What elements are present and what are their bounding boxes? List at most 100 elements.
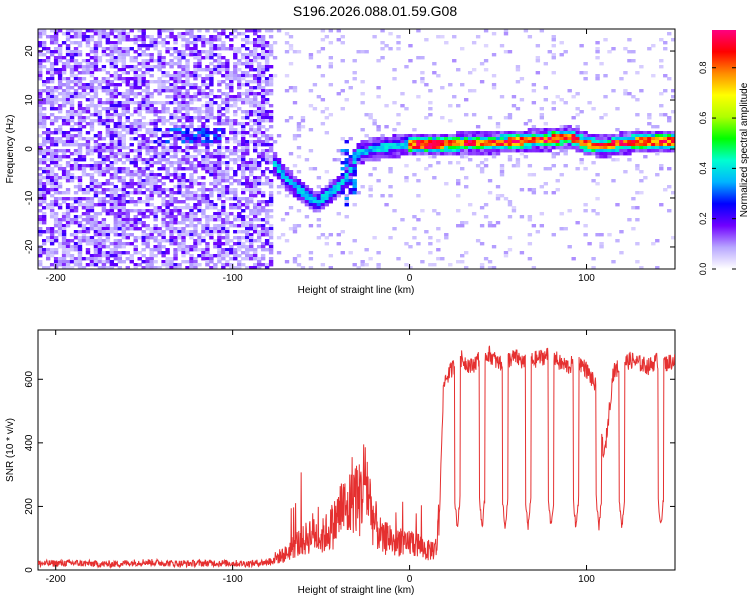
spectrogram-cell [161, 197, 166, 201]
spectrogram-cell [189, 41, 194, 45]
spectrogram-cell [611, 152, 616, 156]
spectrogram-cell [49, 254, 55, 258]
spectrogram-cell [296, 155, 302, 159]
spectrogram-cell [105, 101, 111, 105]
spectrogram-cell [619, 152, 624, 156]
spectrogram-cell [113, 140, 119, 144]
spectrogram-cell [396, 113, 401, 117]
spectrogram-cell [89, 200, 95, 204]
spectrogram-cell [181, 167, 186, 171]
spectrogram-cell [49, 95, 55, 99]
spectrogram-cell [404, 137, 409, 141]
spectrogram-cell [276, 185, 282, 189]
spectrogram-cell [113, 215, 119, 219]
spectrogram-cell [272, 152, 278, 156]
spectrogram-cell [153, 41, 158, 45]
spectrogram-cell [161, 221, 166, 225]
spectrogram-cell [233, 194, 238, 198]
spectrogram-cell [567, 140, 572, 144]
spectrogram-cell [428, 89, 433, 93]
spectrogram-cell [129, 197, 134, 201]
spectrogram-cell [623, 143, 628, 147]
spectrogram-cell [149, 110, 154, 114]
spectrogram-cell [245, 200, 250, 204]
spectrogram-cell [205, 110, 210, 114]
spectrogram-cell [416, 137, 421, 141]
spectrogram-cell [233, 188, 238, 192]
spectrogram-cell [527, 173, 533, 177]
spectrogram-cell [209, 164, 214, 168]
spectrogram-cell [229, 95, 234, 99]
spectrogram-cell [145, 44, 150, 48]
spectrogram-cell [197, 98, 202, 102]
spectrogram-cell [38, 254, 43, 258]
spectrogram-cell [412, 227, 417, 231]
spectrogram-cell [491, 137, 497, 141]
spectrogram-cell [53, 41, 59, 45]
spectrogram-cell [380, 47, 385, 51]
spectrogram-cell [161, 29, 166, 33]
spectrogram-cell [376, 251, 381, 255]
spectrogram-cell [165, 224, 170, 228]
spectrogram-cell [173, 71, 178, 75]
spectrogram-cell [69, 233, 75, 237]
spectrogram-cell [185, 212, 190, 216]
spectrogram-cell [221, 161, 226, 165]
spectrogram-cell [292, 134, 298, 138]
spectrogram-cell [312, 191, 318, 195]
spectrogram-cell [145, 131, 150, 135]
spectrogram-cell [85, 218, 91, 222]
spectrogram-cell [647, 146, 652, 150]
spectrogram-cell [515, 146, 521, 150]
spectrogram-cell [93, 251, 99, 255]
spectrogram-cell [121, 200, 126, 204]
spectrogram-cell [193, 38, 198, 42]
spectrogram-cell [197, 119, 202, 123]
spectrogram-cell [113, 125, 119, 129]
spectrogram-cell [268, 230, 274, 234]
spectrogram-cell [241, 167, 246, 171]
spectrogram-cell [137, 107, 142, 111]
spectrogram-cell [252, 191, 258, 195]
spectrogram-cell [249, 29, 254, 33]
spectrogram-cell [209, 62, 214, 66]
spectrogram-cell [101, 29, 107, 33]
spectrogram-cell [105, 98, 111, 102]
spectrogram-cell [491, 134, 497, 138]
spectrogram-cell [49, 206, 55, 210]
spectrogram-cell [428, 236, 433, 240]
spectrogram-cell [57, 53, 63, 57]
spectrogram-cell [81, 83, 87, 87]
spectrogram-cell [189, 53, 194, 57]
spectrogram-cell [487, 266, 493, 269]
spectrogram-cell [452, 95, 457, 99]
spectrogram-cell [105, 128, 111, 132]
spectrogram-cell [519, 188, 525, 192]
spectrogram-cell [117, 146, 123, 150]
spectrogram-cell [89, 260, 95, 264]
spectrogram-cell [372, 155, 377, 159]
spectrogram-cell [241, 146, 246, 150]
spectrogram-cell [85, 197, 91, 201]
spectrogram-cell [384, 146, 389, 150]
spectrogram-cell [53, 59, 59, 63]
spectrogram-cell [121, 53, 126, 57]
spectrogram-cell [169, 221, 174, 225]
spectrogram-cell [264, 41, 270, 45]
spectrogram-cell [109, 227, 115, 231]
spectrogram-cell [117, 92, 123, 96]
spectrogram-cell [149, 38, 154, 42]
spectrogram-cell [81, 35, 87, 39]
spectrogram-cell [460, 155, 465, 159]
spectrogram-cell [69, 239, 75, 243]
spectrogram-cell [252, 209, 258, 213]
spectrogram-cell [125, 185, 130, 189]
spectrogram-cell [169, 89, 174, 93]
spectrogram-cell [141, 101, 146, 105]
spectrogram-cell [121, 92, 126, 96]
spectrogram-cell [225, 185, 230, 189]
spectrogram-cell [81, 239, 87, 243]
spectrogram-cell [109, 134, 115, 138]
spectrogram-cell [197, 209, 202, 213]
spectrogram-cell [463, 185, 469, 189]
